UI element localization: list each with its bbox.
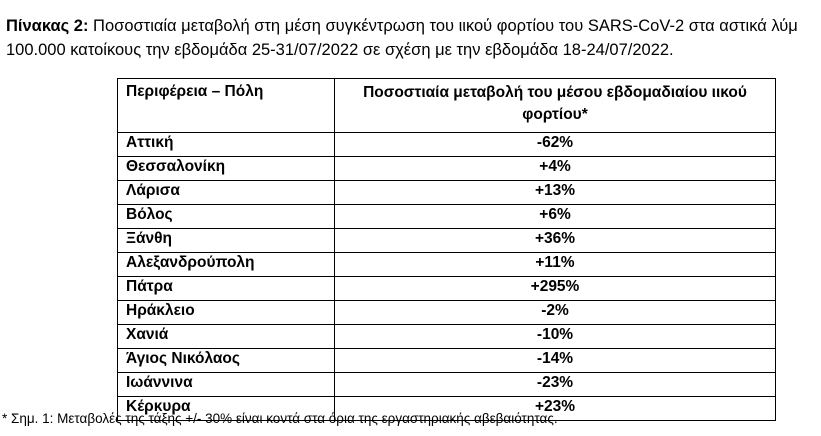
change-cell: +295%: [334, 276, 776, 301]
region-cell: Ξάνθη: [117, 228, 335, 253]
table-row: Κέρκυρα +23%: [117, 396, 776, 421]
viral-load-change-table: Περιφέρεια – Πόλη Ποσοστιαία μεταβολή το…: [117, 78, 776, 421]
change-cell: -62%: [334, 132, 776, 157]
table-body: Αττική -62% Θεσσαλονίκη +4% Λάρισα +13% Βόλ…: [117, 132, 776, 421]
table-row: Πάτρα +295%: [117, 276, 776, 301]
table-row: Ηράκλειο -2%: [117, 300, 776, 325]
table-row: Ξάνθη +36%: [117, 228, 776, 253]
table-row: Άγιος Νικόλαος -14%: [117, 348, 776, 373]
footnote: * Σημ. 1: Μεταβολές της τάξης +/- 30% εί…: [2, 411, 558, 426]
region-cell: Πάτρα: [117, 276, 335, 301]
region-cell: Άγιος Νικόλαος: [117, 348, 335, 373]
region-cell: Ιωάννινα: [117, 372, 335, 397]
table-header-row: Περιφέρεια – Πόλη Ποσοστιαία μεταβολή το…: [117, 78, 776, 133]
table-row: Αττική -62%: [117, 132, 776, 157]
caption-line-2: 100.000 κατοίκους την εβδομάδα 25-31/07/…: [6, 41, 674, 59]
change-cell: +4%: [334, 156, 776, 181]
region-cell: Αττική: [117, 132, 335, 157]
table-row: Βόλος +6%: [117, 204, 776, 229]
header-region: Περιφέρεια – Πόλη: [117, 78, 335, 133]
header-change: Ποσοστιαία μεταβολή του μέσου εβδομαδιαί…: [334, 78, 776, 133]
change-cell: +36%: [334, 228, 776, 253]
table-caption: Πίνακας 2: Ποσοστιαία μεταβολή στη μέση …: [6, 14, 821, 62]
change-cell: +13%: [334, 180, 776, 205]
change-cell: +11%: [334, 252, 776, 277]
table-row: Αλεξανδρούπολη +11%: [117, 252, 776, 277]
change-cell: -14%: [334, 348, 776, 373]
change-cell: -2%: [334, 300, 776, 325]
region-cell: Βόλος: [117, 204, 335, 229]
caption-line-1: Πίνακας 2: Ποσοστιαία μεταβολή στη μέση …: [6, 14, 821, 38]
table-row: Θεσσαλονίκη +4%: [117, 156, 776, 181]
caption-label: Πίνακας 2:: [6, 17, 89, 35]
table-row: Λάρισα +13%: [117, 180, 776, 205]
region-cell: Ηράκλειο: [117, 300, 335, 325]
region-cell: Αλεξανδρούπολη: [117, 252, 335, 277]
change-cell: +23%: [334, 396, 776, 421]
change-cell: -23%: [334, 372, 776, 397]
caption-title-text: Ποσοστιαία μεταβολή στη μέση συγκέντρωση…: [88, 17, 798, 35]
table-row: Ιωάννινα -23%: [117, 372, 776, 397]
region-cell: Θεσσαλονίκη: [117, 156, 335, 181]
change-cell: -10%: [334, 324, 776, 349]
table-row: Χανιά -10%: [117, 324, 776, 349]
change-cell: +6%: [334, 204, 776, 229]
region-cell: Λάρισα: [117, 180, 335, 205]
region-cell: Χανιά: [117, 324, 335, 349]
region-cell: Κέρκυρα: [117, 396, 335, 421]
